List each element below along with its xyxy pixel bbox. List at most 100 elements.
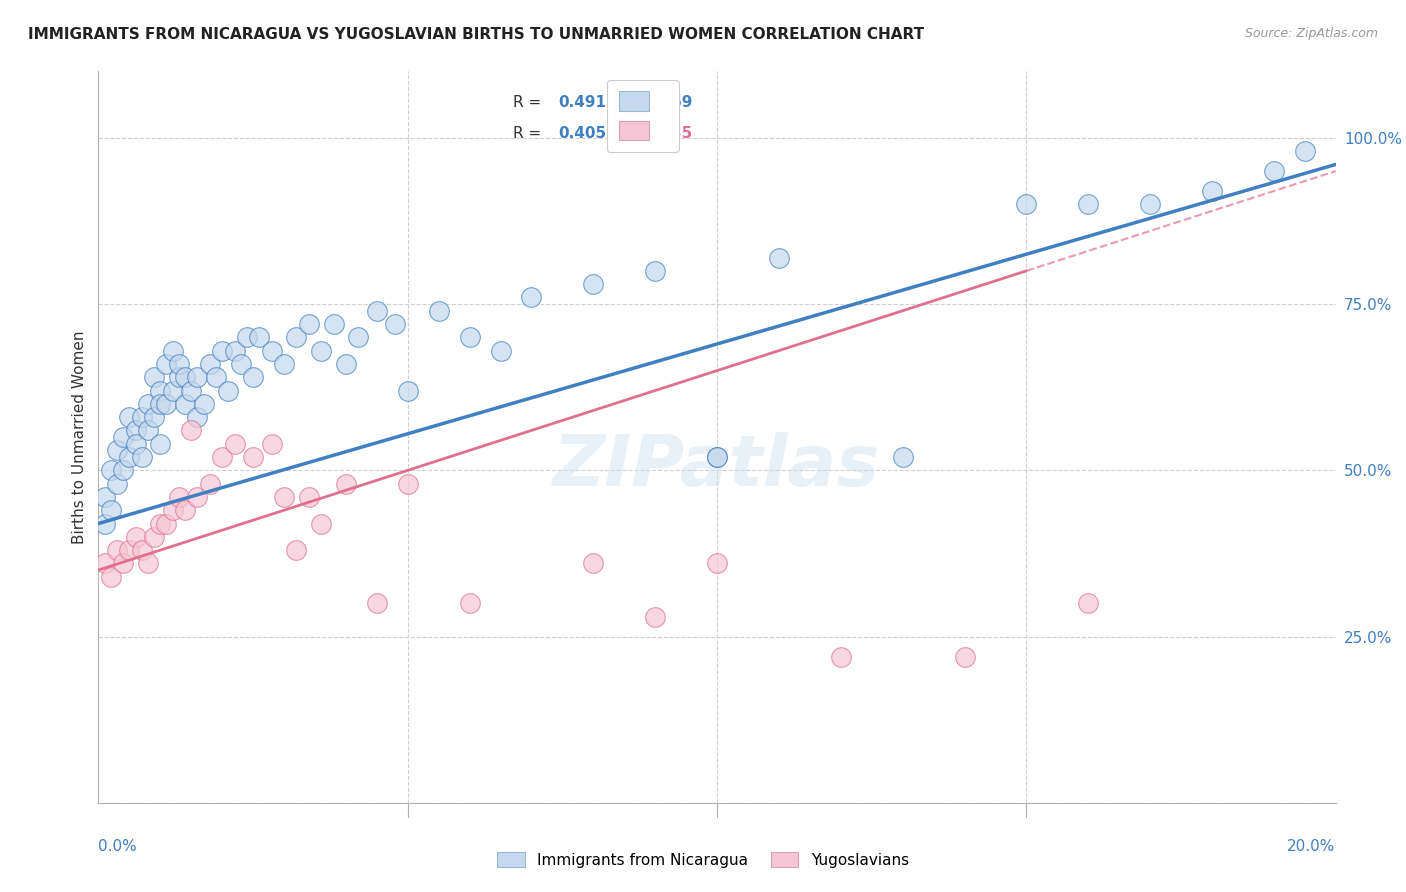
- Point: [396, 384, 419, 398]
- Legend:  ,  : ,: [607, 79, 679, 152]
- Text: 0.491: 0.491: [558, 95, 606, 110]
- Point: [143, 530, 166, 544]
- Point: [100, 463, 122, 477]
- Point: [112, 430, 135, 444]
- Point: [186, 490, 208, 504]
- Point: [285, 543, 308, 558]
- Point: [186, 410, 208, 425]
- Text: R =: R =: [513, 95, 546, 110]
- Point: [118, 450, 141, 464]
- Text: Source: ZipAtlas.com: Source: ZipAtlas.com: [1244, 27, 1378, 40]
- Point: [335, 476, 357, 491]
- Point: [105, 543, 128, 558]
- Text: N =: N =: [633, 126, 666, 141]
- Point: [211, 343, 233, 358]
- Point: [149, 516, 172, 531]
- Point: [217, 384, 239, 398]
- Point: [1201, 184, 1223, 198]
- Point: [582, 277, 605, 292]
- Legend: Immigrants from Nicaragua, Yugoslavians: Immigrants from Nicaragua, Yugoslavians: [489, 844, 917, 875]
- Point: [427, 303, 450, 318]
- Point: [93, 516, 115, 531]
- Point: [174, 503, 197, 517]
- Point: [136, 557, 159, 571]
- Point: [335, 357, 357, 371]
- Point: [149, 384, 172, 398]
- Point: [124, 424, 146, 438]
- Point: [155, 516, 177, 531]
- Point: [205, 370, 228, 384]
- Point: [520, 290, 543, 304]
- Point: [458, 330, 481, 344]
- Point: [706, 450, 728, 464]
- Text: 0.405: 0.405: [558, 126, 607, 141]
- Point: [180, 424, 202, 438]
- Point: [489, 343, 512, 358]
- Point: [174, 370, 197, 384]
- Point: [347, 330, 370, 344]
- Point: [136, 424, 159, 438]
- Point: [768, 251, 790, 265]
- Point: [93, 557, 115, 571]
- Point: [143, 370, 166, 384]
- Point: [105, 476, 128, 491]
- Point: [891, 450, 914, 464]
- Point: [1015, 197, 1038, 211]
- Point: [162, 503, 184, 517]
- Point: [198, 357, 221, 371]
- Point: [118, 543, 141, 558]
- Point: [193, 397, 215, 411]
- Point: [458, 596, 481, 610]
- Text: ZIPatlas: ZIPatlas: [554, 432, 880, 500]
- Point: [644, 264, 666, 278]
- Text: 0.0%: 0.0%: [98, 839, 138, 855]
- Point: [180, 384, 202, 398]
- Point: [112, 557, 135, 571]
- Point: [247, 330, 270, 344]
- Point: [224, 436, 246, 450]
- Point: [124, 530, 146, 544]
- Point: [285, 330, 308, 344]
- Point: [273, 490, 295, 504]
- Point: [644, 609, 666, 624]
- Point: [136, 397, 159, 411]
- Point: [167, 490, 190, 504]
- Point: [830, 649, 852, 664]
- Point: [149, 397, 172, 411]
- Point: [242, 370, 264, 384]
- Point: [322, 317, 344, 331]
- Point: [366, 596, 388, 610]
- Text: 69: 69: [671, 95, 693, 110]
- Text: 35: 35: [671, 126, 693, 141]
- Point: [706, 557, 728, 571]
- Point: [1139, 197, 1161, 211]
- Point: [242, 450, 264, 464]
- Point: [396, 476, 419, 491]
- Point: [1263, 164, 1285, 178]
- Point: [260, 436, 283, 450]
- Point: [167, 370, 190, 384]
- Point: [131, 410, 153, 425]
- Point: [167, 357, 190, 371]
- Text: 20.0%: 20.0%: [1288, 839, 1336, 855]
- Point: [224, 343, 246, 358]
- Point: [143, 410, 166, 425]
- Point: [149, 436, 172, 450]
- Point: [131, 450, 153, 464]
- Point: [366, 303, 388, 318]
- Point: [309, 516, 332, 531]
- Point: [112, 463, 135, 477]
- Point: [198, 476, 221, 491]
- Point: [706, 450, 728, 464]
- Point: [155, 397, 177, 411]
- Point: [229, 357, 252, 371]
- Point: [298, 490, 321, 504]
- Point: [1077, 197, 1099, 211]
- Point: [236, 330, 259, 344]
- Point: [100, 503, 122, 517]
- Point: [124, 436, 146, 450]
- Point: [162, 343, 184, 358]
- Point: [100, 570, 122, 584]
- Point: [211, 450, 233, 464]
- Point: [384, 317, 406, 331]
